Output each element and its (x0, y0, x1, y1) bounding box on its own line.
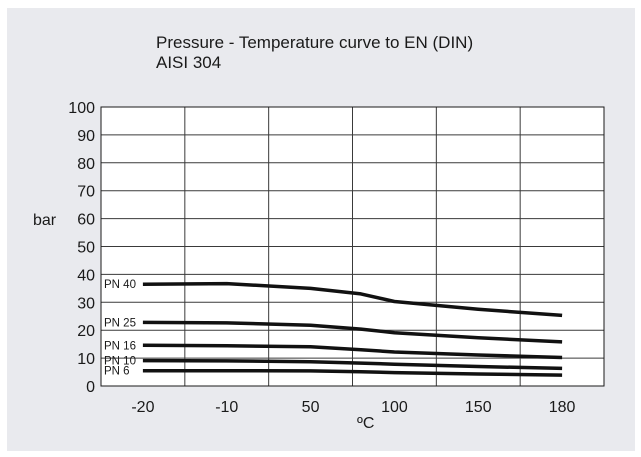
y-tick-label: 70 (77, 184, 95, 201)
x-tick-label: 180 (549, 399, 576, 416)
y-tick-label: 100 (68, 100, 95, 117)
chart-subtitle: AISI 304 (156, 53, 221, 72)
x-tick-label: 100 (381, 399, 408, 416)
y-tick-label: 90 (77, 128, 95, 145)
y-tick-label: 30 (77, 295, 95, 312)
y-axis-ticks: 0 10 20 30 40 50 60 70 80 90 100 (68, 100, 95, 396)
x-tick-label: 50 (302, 399, 320, 416)
pressure-temperature-chart: Pressure - Temperature curve to EN (DIN)… (7, 8, 635, 451)
y-tick-label: 20 (77, 323, 95, 340)
y-tick-label: 50 (77, 240, 95, 257)
x-tick-label: -20 (131, 399, 154, 416)
y-axis-label: bar (33, 212, 57, 229)
y-tick-label: 60 (77, 212, 95, 229)
chart-title: Pressure - Temperature curve to EN (DIN) (156, 33, 473, 52)
x-tick-label: 150 (465, 399, 492, 416)
series-label: PN 6 (104, 366, 130, 378)
y-tick-label: 40 (77, 267, 95, 284)
x-tick-label: -10 (215, 399, 238, 416)
chart-panel: Pressure - Temperature curve to EN (DIN)… (7, 8, 635, 451)
y-tick-label: 80 (77, 156, 95, 173)
x-axis-ticks: -20 -10 50 100 150 180 (131, 399, 575, 416)
y-tick-label: 10 (77, 351, 95, 368)
series-label: PN 40 (104, 279, 136, 291)
series-label: PN 25 (104, 317, 136, 329)
x-axis-label: ºC (357, 415, 374, 432)
series-label: PN 16 (104, 340, 136, 352)
y-tick-label: 0 (86, 379, 95, 396)
